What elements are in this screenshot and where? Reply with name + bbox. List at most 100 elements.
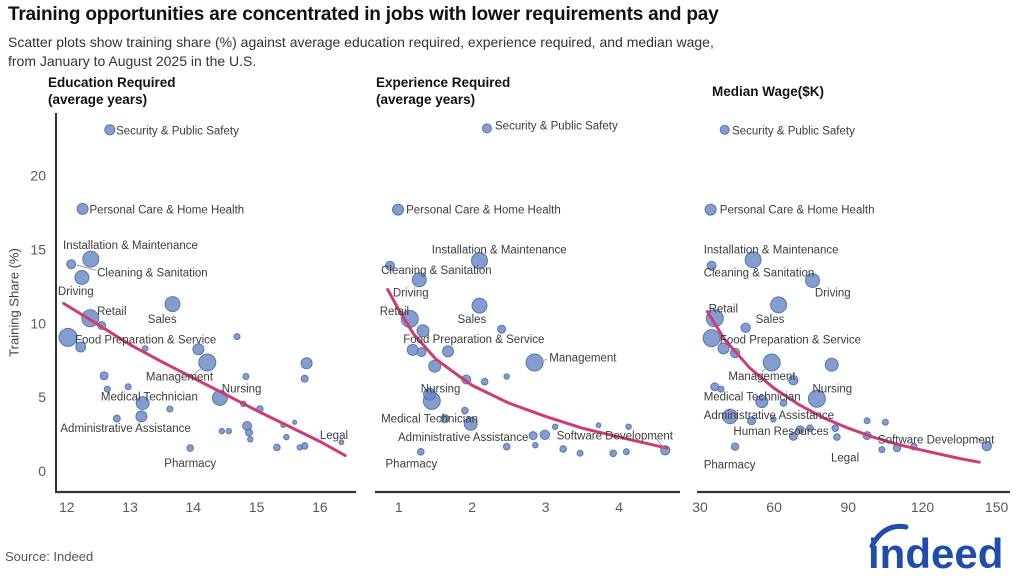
- point-label: Installation & Maintenance: [432, 245, 567, 257]
- scatter-point: [717, 385, 725, 393]
- point-label: Food Preparation & Service: [75, 335, 216, 347]
- y-tick-label: 20: [30, 168, 46, 184]
- x-tick-label: 120: [911, 499, 935, 515]
- x-tick-label: 16: [312, 499, 328, 515]
- point-label: Personal Care & Home Health: [90, 205, 245, 217]
- point-label: Personal Care & Home Health: [406, 205, 561, 217]
- scatter-point: [719, 124, 730, 135]
- x-tick-label: 4: [615, 499, 623, 515]
- point-label: Administrative Assistance: [704, 410, 834, 422]
- scatter-point: [283, 433, 290, 441]
- point-label: Management: [549, 352, 617, 364]
- indeed-logo: indeed: [858, 518, 1018, 583]
- scatter-point: [740, 322, 751, 333]
- scatter-point: [417, 448, 425, 456]
- scatter-point: [58, 327, 78, 347]
- scatter-point: [807, 389, 826, 408]
- scatter-point: [104, 124, 116, 136]
- point-label: Retail: [709, 304, 738, 316]
- point-label: Food Preparation & Service: [720, 335, 861, 347]
- x-tick-label: 60: [766, 499, 782, 515]
- scatter-point: [124, 383, 132, 391]
- scatter-point: [166, 405, 174, 413]
- point-label: Medical Technician: [381, 414, 478, 426]
- point-label: Software Development: [878, 434, 995, 446]
- scatter-point: [747, 416, 757, 426]
- scatter-point: [806, 424, 814, 433]
- point-label: Installation & Maintenance: [704, 245, 839, 257]
- scatter-point: [525, 353, 544, 372]
- indeed-logo-swoosh-icon: [869, 523, 909, 549]
- scatter-point: [755, 395, 769, 409]
- scatter-point: [442, 345, 454, 358]
- scatter-point: [82, 250, 100, 268]
- point-label: Management: [728, 371, 796, 383]
- scatter-point: [722, 408, 738, 425]
- panel-title-experience: Experience Required (average years): [376, 75, 511, 107]
- subtitle-line-2: from January to August 2025 in the U.S.: [8, 53, 257, 69]
- x-tick-label: 15: [249, 499, 265, 515]
- point-label: Driving: [815, 287, 851, 299]
- point-label: Legal: [320, 430, 348, 442]
- scatter-point: [471, 297, 488, 314]
- x-tick-label: 90: [841, 499, 857, 515]
- scatter-point: [416, 347, 427, 358]
- scatter-point: [416, 324, 430, 338]
- scatter-point: [338, 439, 345, 446]
- panel-title-wage: Median Wage($K): [712, 84, 825, 99]
- panel-title-education: Education Required (average years): [48, 75, 176, 107]
- scatter-point: [186, 444, 194, 452]
- scatter-point: [559, 445, 568, 453]
- point-label: Pharmacy: [704, 459, 756, 471]
- point-label: Installation & Maintenance: [63, 240, 198, 252]
- scatter-point: [824, 357, 839, 372]
- scatter-point: [192, 343, 205, 356]
- scatter-point: [503, 373, 510, 380]
- scatter-point: [411, 272, 427, 288]
- indeed-logo-text: indeed: [868, 530, 1003, 577]
- point-label: Human Resources: [733, 426, 828, 438]
- point-label: Personal Care & Home Health: [720, 205, 875, 217]
- point-label: Administrative Assistance: [398, 432, 528, 444]
- scatter-point: [112, 414, 121, 423]
- point-label: Food Preparation & Service: [403, 334, 544, 346]
- x-tick-label: 30: [692, 499, 708, 515]
- scatter-point: [730, 442, 740, 451]
- scatter-point: [247, 436, 254, 443]
- x-tick-label: 1: [395, 499, 403, 515]
- page-title: Training opportunities are concentrated …: [8, 4, 719, 25]
- scatter-point: [198, 353, 217, 372]
- scatter-point: [831, 424, 840, 433]
- scatter-point: [480, 377, 489, 386]
- scatter-point: [702, 329, 721, 348]
- scatter-point: [532, 442, 539, 449]
- point-label: Security & Public Safety: [732, 126, 855, 138]
- scatter-point: [481, 123, 492, 134]
- point-label: Driving: [393, 287, 429, 299]
- scatter-point: [300, 374, 309, 383]
- point-label: Management: [146, 372, 214, 384]
- label-leader-line: [538, 359, 548, 363]
- point-label: Legal: [831, 453, 859, 465]
- y-tick-label: 15: [30, 242, 46, 258]
- trend-line: [705, 310, 981, 464]
- scatter-point: [788, 375, 799, 386]
- label-leader-line: [76, 264, 97, 271]
- scatter-point: [622, 448, 630, 456]
- scatter-point: [292, 419, 298, 425]
- point-label: Sales: [756, 314, 785, 326]
- scatter-point: [805, 273, 820, 288]
- point-label: Cleaning & Sanitation: [381, 265, 492, 277]
- scatter-point: [779, 399, 788, 407]
- scatter-point: [66, 259, 77, 270]
- scatter-point: [406, 343, 419, 356]
- scatter-point: [576, 449, 584, 457]
- scatter-point: [245, 428, 253, 437]
- scatter-point: [795, 425, 805, 435]
- label-leader-line: [815, 390, 818, 396]
- x-tick-label: 150: [985, 499, 1009, 515]
- scatter-point: [706, 260, 717, 271]
- scatter-point: [440, 414, 450, 424]
